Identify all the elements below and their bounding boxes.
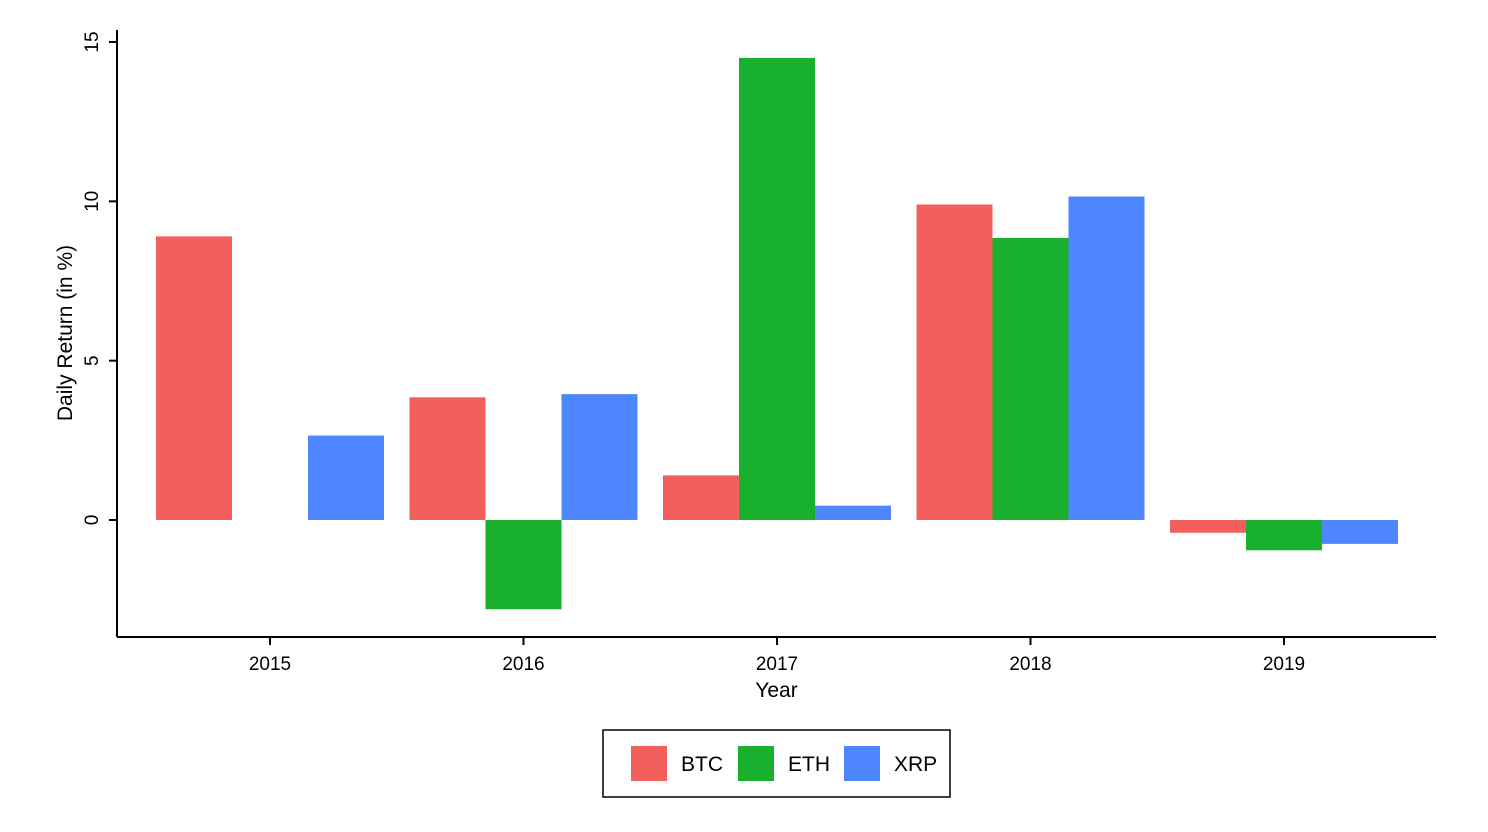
y-tick-label-0: 0 [82, 515, 103, 526]
bars-layer [156, 57, 1398, 610]
bar-eth-2017 [739, 57, 815, 520]
bar-xrp-2017 [815, 505, 891, 520]
bar-xrp-2019 [1322, 520, 1398, 544]
y-tick-label-5: 5 [82, 355, 103, 366]
legend-label-xrp: XRP [894, 753, 937, 776]
bar-btc-2016 [409, 397, 486, 520]
bar-btc-2018 [916, 204, 993, 520]
bar-btc-2015 [156, 236, 232, 521]
bar-eth-2019 [1246, 520, 1322, 551]
legend-label-eth: ETH [788, 753, 830, 776]
x-tick-label-2018: 2018 [1009, 654, 1051, 675]
x-tick-label-2015: 2015 [249, 654, 291, 675]
x-axis-title: Year [755, 679, 797, 702]
y-axis-title: Daily Return (in %) [54, 245, 77, 421]
bar-xrp-2016 [561, 394, 638, 520]
y-tick-label-10: 10 [82, 191, 103, 212]
x-tick-label-2016: 2016 [502, 654, 544, 675]
x-tick-label-2017: 2017 [756, 654, 798, 675]
x-tick-label-2019: 2019 [1263, 654, 1305, 675]
y-tick-label-15: 15 [82, 31, 103, 52]
bar-xrp-2015 [308, 435, 384, 520]
legend-swatch-btc [631, 746, 667, 781]
legend: BTC ETH XRP [602, 729, 951, 798]
bar-xrp-2018 [1068, 196, 1145, 520]
legend-swatch-eth [738, 746, 774, 781]
bar-btc-2017 [663, 475, 739, 520]
legend-label-btc: BTC [681, 753, 723, 776]
labels-layer: 0 5 10 15 2015 2016 2017 2018 2019 Year Daily Retu… [54, 31, 1305, 702]
bar-btc-2019 [1170, 520, 1246, 533]
bar-eth-2016 [485, 520, 562, 610]
legend-swatch-xrp [844, 746, 880, 781]
bar-eth-2018 [992, 237, 1069, 521]
axes-layer [109, 30, 1436, 645]
